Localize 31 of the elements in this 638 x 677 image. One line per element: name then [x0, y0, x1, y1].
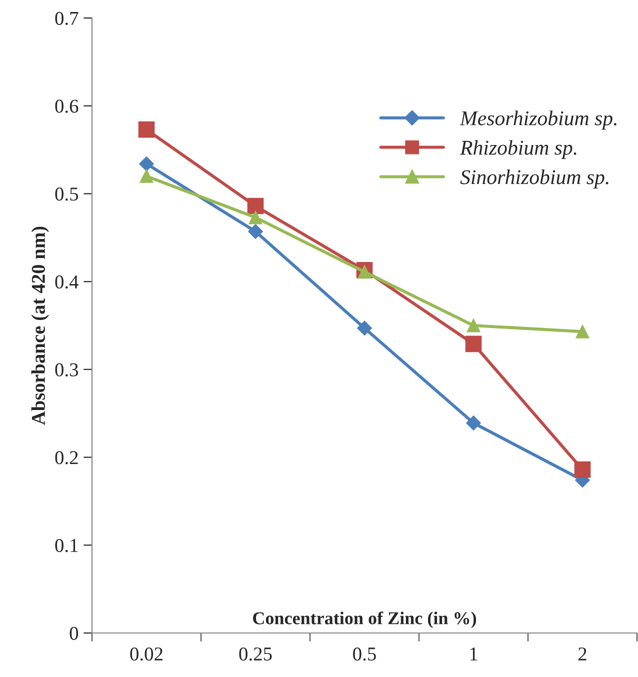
x-tick-label: 1 — [470, 648, 478, 660]
point — [140, 169, 154, 183]
y-tick-label: 0.2 — [55, 451, 78, 464]
point — [138, 121, 155, 138]
x-axis-title: Concentration of Zinc (in %) — [253, 611, 476, 628]
point — [574, 461, 591, 478]
point — [248, 224, 263, 239]
point — [248, 210, 262, 224]
x-tick-label: 2 — [578, 648, 586, 660]
point — [466, 318, 480, 332]
point — [357, 320, 372, 336]
point — [358, 265, 372, 279]
y-tick-label: 0.4 — [55, 275, 78, 289]
point — [465, 336, 482, 352]
y-axis-title: Absorbance (at 420 nm) — [31, 226, 49, 425]
x-tick-label: 0.5 — [353, 647, 376, 661]
legend-label: Sinorhizobium sp. — [460, 170, 608, 188]
legend-label: Mesorhizobium sp. — [460, 110, 616, 130]
point — [247, 198, 264, 214]
x-tick-label: 0.02 — [130, 647, 162, 661]
y-tick-label: 0.5 — [55, 188, 78, 201]
legend-label: Rhizobium sp. — [460, 140, 576, 160]
point — [466, 416, 481, 430]
y-tick-label: 0.3 — [55, 363, 78, 376]
y-tick-label: 0 — [70, 626, 78, 640]
y-tick-label: 0.1 — [55, 538, 78, 552]
y-tick-label: 0.6 — [55, 100, 78, 113]
x-tick-label: 0.25 — [239, 647, 272, 661]
point — [576, 324, 590, 338]
point — [139, 156, 154, 172]
y-tick-label: 0.7 — [55, 12, 78, 26]
